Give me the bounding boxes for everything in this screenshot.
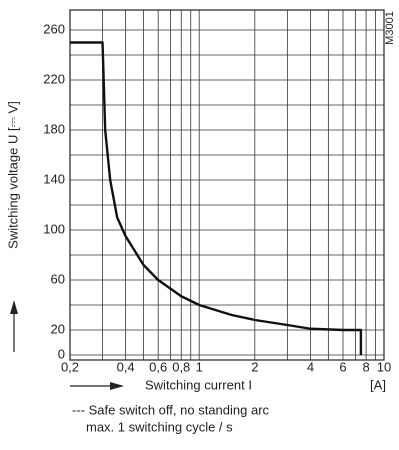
y-tick-label: 180	[43, 121, 65, 136]
y-tick-label: 20	[51, 321, 65, 336]
y-arrow-head	[10, 300, 18, 314]
y-tick-label: 260	[43, 21, 65, 36]
y-tick-label: 140	[43, 171, 65, 186]
note: max. 1 switching cycle / s	[86, 419, 233, 434]
x-tick-label: 8	[362, 359, 369, 374]
x-tick-label: 10	[377, 359, 391, 374]
curve	[70, 41, 363, 355]
x-arrow-head	[110, 382, 124, 390]
x-tick-label: 0,8	[172, 359, 190, 374]
y-tick-label: 220	[43, 71, 65, 86]
y-tick-label: 100	[43, 221, 65, 236]
x-tick-label: 1	[196, 359, 203, 374]
x-tick-label: 0,2	[61, 359, 79, 374]
x-tick-label: 6	[339, 359, 346, 374]
y-axis-label: Switching voltage U [⎓ V]	[5, 101, 20, 249]
y-tick-label: 0	[58, 346, 65, 361]
note: --- Safe switch off, no standing arc	[72, 402, 270, 417]
x-tick-label: 0,4	[117, 359, 135, 374]
x-tick-label: 2	[251, 359, 258, 374]
figure-code: M3001	[384, 11, 396, 45]
x-axis-label: Switching current I	[145, 377, 252, 392]
plot-frame	[69, 9, 385, 361]
x-tick-label: 0,6	[149, 359, 167, 374]
x-unit: [A]	[370, 377, 386, 392]
x-tick-label: 4	[307, 359, 314, 374]
y-tick-label: 60	[51, 271, 65, 286]
